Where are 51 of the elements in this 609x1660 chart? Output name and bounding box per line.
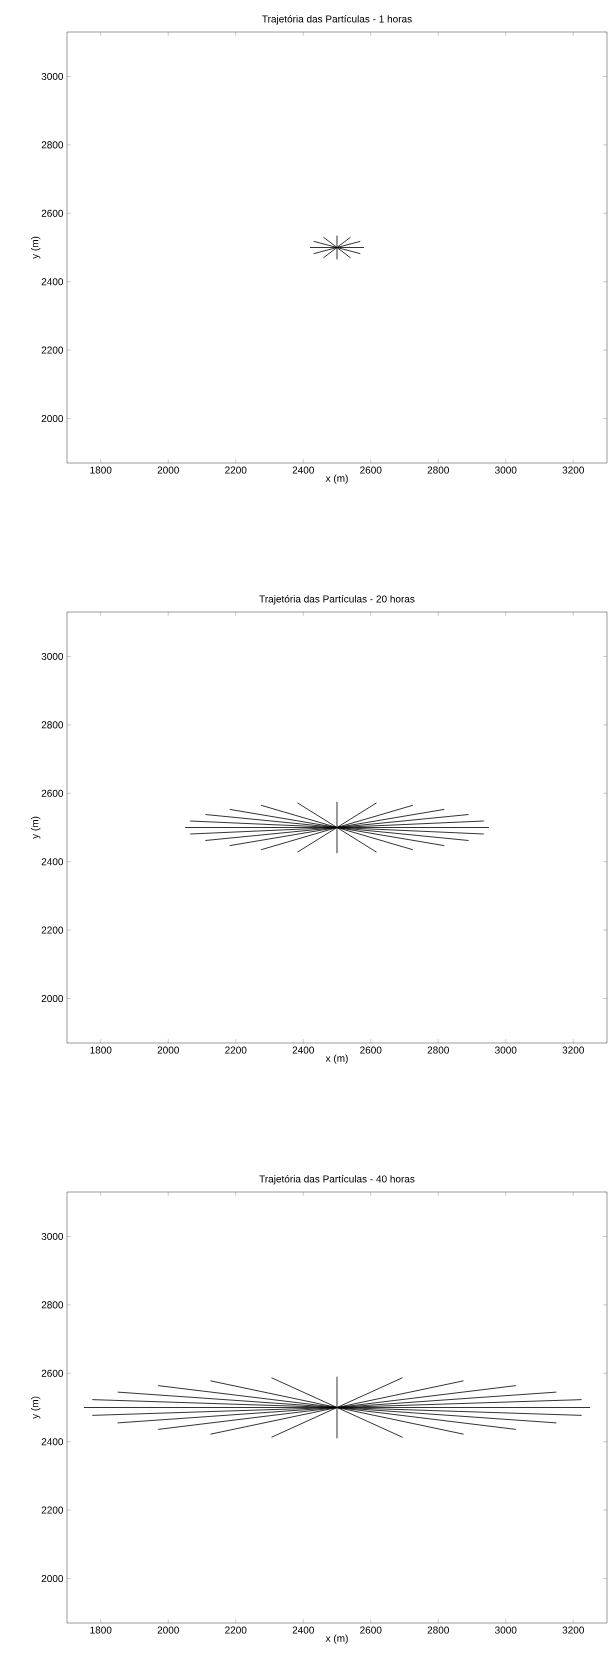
y-tick-label: 2200 [41,346,64,354]
y-axis-title: y (m) [31,1396,41,1419]
x-tick-label: 2800 [427,1046,449,1054]
x-tick-label: 2600 [360,466,382,474]
x-tick-label: 2000 [157,466,179,474]
x-tick-label: 3000 [495,466,517,474]
y-tick-label: 2000 [41,1575,64,1583]
y-tick-label: 2800 [41,721,64,729]
y-tick-label: 2600 [41,1369,64,1377]
x-tick-label: 2600 [360,1046,382,1054]
x-tick-label: 2400 [292,1626,314,1634]
x-tick-label: 2200 [225,466,247,474]
x-tick-label: 2600 [360,1626,382,1634]
chart-title: Trajetória das Partículas - 40 horas [259,1175,415,1185]
y-tick-label: 2000 [41,995,64,1003]
y-axis-title: y (m) [31,236,41,259]
y-tick-label: 2200 [41,926,64,934]
y-tick-label: 2600 [41,209,64,217]
x-tick-label: 2000 [157,1046,179,1054]
y-tick-label: 2800 [41,1301,64,1309]
x-tick-label: 3000 [495,1626,517,1634]
y-tick-label: 3000 [41,652,64,661]
y-tick-label: 2000 [41,415,64,423]
x-axis-title: x (m) [325,474,348,484]
y-tick-label: 3000 [41,72,64,81]
x-tick-label: 2800 [427,1626,449,1634]
chart-title: Trajetória das Partículas - 1 horas [262,15,412,25]
x-tick-label: 2400 [292,466,314,474]
x-tick-label: 1800 [90,1626,112,1634]
x-tick-label: 3200 [562,466,584,474]
x-tick-label: 2800 [427,466,449,474]
y-tick-label: 2600 [41,789,64,797]
x-tick-label: 2400 [292,1046,314,1054]
y-tick-label: 2800 [41,141,64,149]
x-tick-label: 1800 [90,1046,112,1054]
x-tick-label: 3200 [562,1626,584,1634]
y-tick-label: 3000 [41,1232,64,1241]
x-tick-label: 3000 [495,1046,517,1054]
y-axis-title: y (m) [31,816,41,839]
y-tick-label: 2400 [41,278,64,286]
chart-title: Trajetória das Partículas - 20 horas [259,595,415,605]
y-tick-label: 2400 [41,1438,64,1446]
x-tick-label: 3200 [562,1046,584,1054]
x-axis-title: x (m) [325,1634,348,1644]
x-tick-label: 2200 [225,1046,247,1054]
x-tick-label: 2000 [157,1626,179,1634]
x-axis-title: x (m) [325,1054,348,1064]
x-tick-label: 2200 [225,1626,247,1634]
y-tick-label: 2400 [41,858,64,866]
y-tick-label: 2200 [41,1506,64,1514]
x-tick-label: 1800 [90,466,112,474]
